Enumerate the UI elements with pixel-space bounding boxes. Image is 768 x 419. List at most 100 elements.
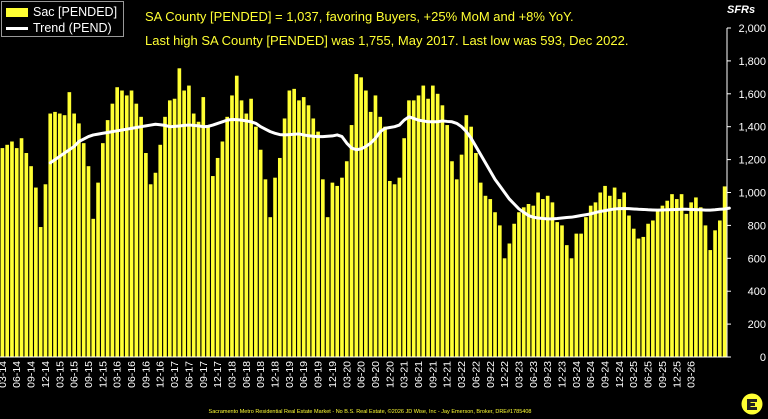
y-tick-label: 1,600 — [738, 89, 766, 101]
bar-mark — [684, 213, 689, 357]
y-tick-label: 1,800 — [738, 56, 766, 68]
x-tick-label: 06-23 — [528, 361, 540, 388]
legend-line-label: Trend (PEND) — [33, 21, 112, 35]
bar-mark — [24, 153, 29, 357]
x-tick-label: 12-22 — [499, 361, 511, 388]
bar-mark — [454, 179, 459, 357]
bar-mark — [225, 116, 230, 357]
x-tick-label: 12-23 — [556, 361, 568, 388]
bar-mark — [48, 113, 53, 357]
bar-mark — [62, 115, 67, 357]
legend-item-trend: Trend (PEND) — [6, 20, 112, 36]
bar-mark — [273, 177, 277, 357]
y-tick-label: 400 — [748, 286, 766, 298]
bar-mark — [67, 92, 72, 358]
bar-mark — [392, 184, 397, 357]
bar-mark — [325, 217, 330, 357]
bar-mark — [368, 111, 373, 358]
bar-mark — [431, 85, 435, 357]
x-tick-label: 03-18 — [226, 361, 238, 388]
bar-mark — [407, 100, 411, 357]
bar-mark — [258, 149, 263, 357]
bar-mark — [344, 161, 349, 357]
x-tick-label: 03-24 — [571, 361, 583, 388]
bar-mark — [670, 194, 674, 357]
bar-mark — [282, 118, 287, 357]
x-tick-label: 03-20 — [341, 361, 353, 388]
bar-mark — [220, 141, 225, 357]
x-tick-label: 12-17 — [212, 361, 224, 388]
bar-mark — [488, 199, 493, 357]
trend-line — [48, 115, 731, 221]
bar-mark — [483, 195, 488, 357]
bar-mark — [86, 166, 91, 357]
x-tick-label: 09-21 — [427, 361, 439, 388]
x-tick-label: 06-20 — [356, 361, 368, 388]
bar-mark — [211, 176, 215, 357]
bar-mark — [464, 115, 469, 357]
bar-mark — [541, 199, 545, 357]
x-tick-label: 09-16 — [140, 361, 152, 388]
x-tick-label: 09-20 — [370, 361, 382, 388]
bar-mark — [287, 90, 292, 357]
bar-mark — [631, 228, 636, 357]
x-tick-label: 12-25 — [671, 361, 683, 388]
bar-mark — [397, 177, 402, 357]
bar-mark — [148, 184, 153, 357]
bar-mark — [330, 182, 335, 357]
bar-mark — [249, 98, 253, 358]
x-tick-label: 12-24 — [614, 361, 626, 388]
bar-mark — [172, 98, 177, 358]
x-tick-label: 03-17 — [169, 361, 181, 388]
bar-mark — [627, 215, 631, 357]
bar-mark — [19, 138, 24, 357]
x-tick-label: 06-25 — [643, 361, 655, 388]
bar-mark — [139, 116, 143, 357]
bar-mark — [301, 97, 306, 357]
bar-mark — [340, 177, 344, 357]
bar-mark — [43, 184, 48, 357]
x-tick-label: 03-22 — [456, 361, 468, 388]
bar-mark — [722, 186, 727, 357]
bar-mark — [5, 144, 9, 357]
y-axis-title: SFRs — [727, 4, 756, 16]
bar-mark — [206, 126, 210, 357]
bar-mark — [608, 195, 612, 357]
bar-mark — [493, 212, 497, 357]
x-tick-label: 12-20 — [384, 361, 396, 388]
bar-mark — [416, 95, 421, 357]
bar-mark — [316, 131, 320, 357]
x-tick-label: 09-25 — [657, 361, 669, 388]
x-tick-label: 06-24 — [585, 361, 597, 388]
x-tick-label: 06-17 — [183, 361, 195, 388]
bar-mark — [646, 223, 650, 357]
bar-mark — [0, 148, 5, 357]
bar-mark — [708, 250, 713, 357]
bar-mark — [718, 220, 722, 357]
y-tick-label: 200 — [748, 319, 766, 331]
bar-mark — [215, 157, 220, 357]
bar-mark — [588, 205, 593, 357]
bar-mark — [703, 225, 708, 357]
bar-mark — [167, 100, 172, 357]
x-tick-label: 03-23 — [513, 361, 525, 388]
bar-mark — [163, 116, 167, 357]
bar-mark — [478, 182, 483, 357]
bar-mark — [34, 187, 38, 357]
bar-mark — [373, 95, 378, 357]
headline-current: SA County [PENDED] = 1,037, favoring Buy… — [145, 9, 574, 24]
bar-mark — [201, 97, 206, 357]
chart-legend: Sac [PENDED] Trend (PEND) — [1, 1, 124, 37]
bar-mark — [191, 113, 196, 357]
x-tick-label: 03-21 — [399, 361, 411, 388]
x-tick-label: 03-15 — [54, 361, 66, 388]
bar-mark — [177, 68, 182, 358]
bar-mark — [124, 95, 129, 357]
bar-mark — [584, 217, 588, 357]
x-tick-label: 06-16 — [126, 361, 138, 388]
bar-mark — [469, 126, 473, 357]
x-tick-label: 06-15 — [69, 361, 81, 388]
bar-mark — [378, 116, 383, 357]
legend-bar-label: Sac [PENDED] — [33, 5, 118, 19]
